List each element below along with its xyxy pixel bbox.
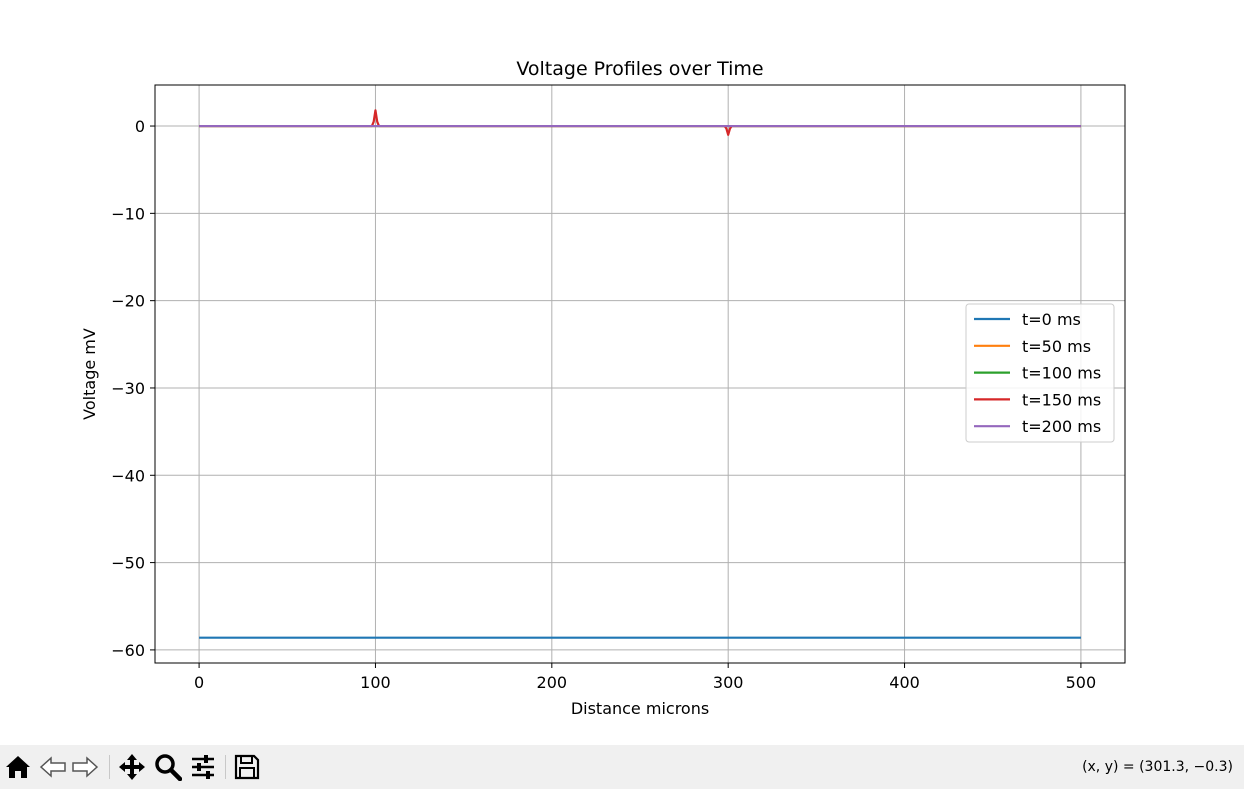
y-tick-label: −20 [111, 292, 145, 311]
toolbar-separator [225, 755, 226, 779]
legend-box [965, 303, 1115, 443]
save-button[interactable] [232, 752, 262, 782]
legend: t=0 ms t=50 ms t=100 ms t=150 ms t=200 ms [965, 303, 1115, 443]
x-tick-label: 400 [889, 673, 920, 692]
y-tick-label: −60 [111, 641, 145, 660]
coordinate-readout: (x, y) = (301.3, −0.3) [1082, 759, 1233, 775]
legend-label: t=100 ms [1022, 364, 1101, 383]
legend-label: t=200 ms [1022, 417, 1101, 436]
forward-button[interactable] [70, 752, 100, 782]
x-axis-label: Distance microns [571, 699, 709, 718]
axes-frame [154, 84, 1126, 664]
legend-label: t=150 ms [1022, 390, 1101, 409]
x-tick-label: 200 [537, 673, 568, 692]
configure-icon [192, 755, 214, 779]
legend-label: t=0 ms [1022, 310, 1081, 329]
y-tick-label: 0 [135, 117, 145, 136]
y-tick-label: −40 [111, 466, 145, 485]
y-tick-label: −10 [111, 204, 145, 223]
x-tick-label: 500 [1066, 673, 1097, 692]
configure-button[interactable] [188, 752, 218, 782]
forward-icon [72, 756, 99, 778]
toolbar-separator [109, 755, 110, 779]
home-icon [6, 756, 30, 778]
x-tick-label: 300 [713, 673, 744, 692]
toolbar: (x, y) = (301.3, −0.3) [0, 745, 1244, 789]
y-tick-label: −50 [111, 554, 145, 573]
pan-button[interactable] [117, 752, 147, 782]
legend-label: t=50 ms [1022, 337, 1091, 356]
chart: 0 100 200 300 400 500 0 −10 −20 −30 −40 −50 −60 Volt… [80, 58, 1126, 718]
zoom-icon [155, 754, 182, 781]
ticks: 0 100 200 300 400 500 0 −10 −20 −30 −40 −50 −60 [111, 117, 1096, 692]
save-icon [234, 754, 260, 780]
chart-title: Voltage Profiles over Time [516, 58, 763, 80]
series-layer [199, 109, 1081, 639]
back-icon [39, 756, 66, 778]
y-tick-label: −30 [111, 379, 145, 398]
back-button[interactable] [38, 752, 68, 782]
plot-area [155, 85, 1125, 663]
x-tick-label: 0 [194, 673, 204, 692]
x-tick-label: 100 [360, 673, 391, 692]
home-button[interactable] [3, 752, 33, 782]
zoom-button[interactable] [153, 752, 183, 782]
y-axis-label: Voltage mV [80, 328, 99, 420]
pan-icon [119, 754, 145, 780]
